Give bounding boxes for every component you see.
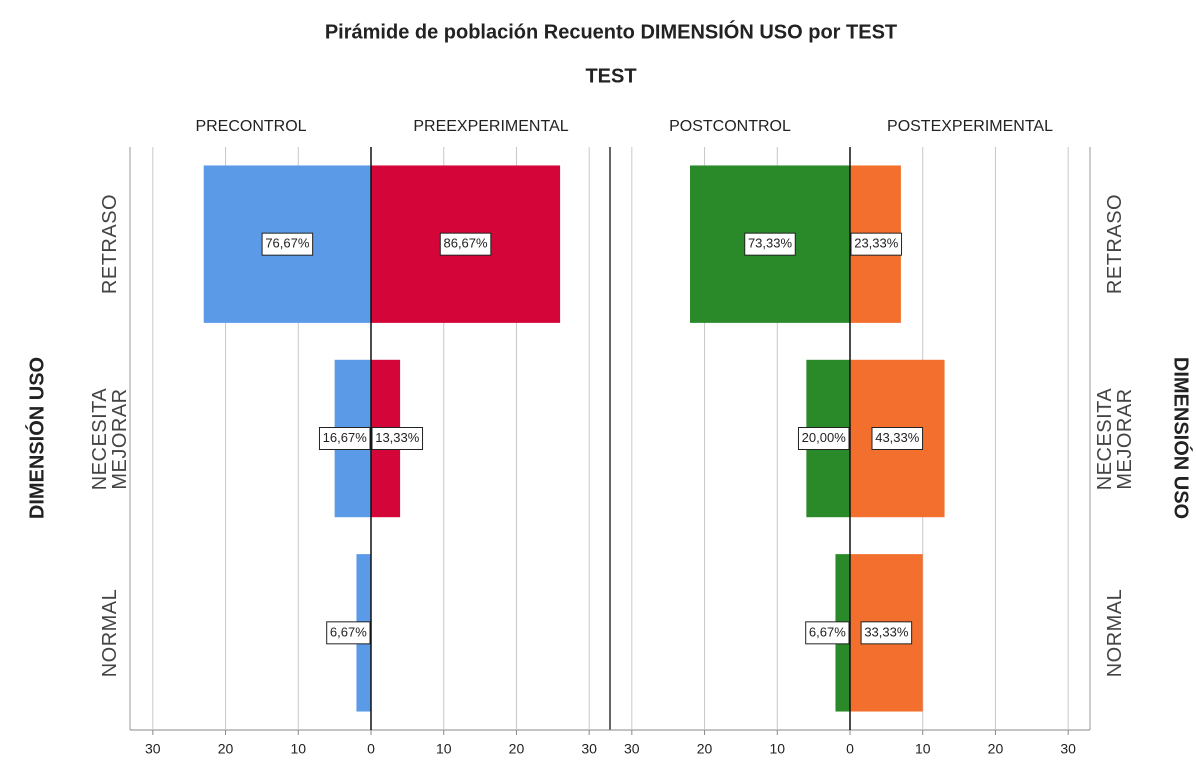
x-tick-label: 10	[436, 741, 452, 757]
category-label-right: NECESITA MEJORAR	[1094, 387, 1136, 490]
x-tick-label: 0	[846, 741, 854, 757]
category-label-right: RETRASO	[1104, 194, 1126, 295]
data-label-box	[860, 621, 913, 645]
data-label: 23,33%	[854, 236, 899, 251]
x-tick-label: 30	[1060, 741, 1076, 757]
series-name: PRECONTROL	[195, 118, 306, 135]
data-label-box	[871, 427, 924, 450]
data-label-box	[744, 232, 796, 256]
x-tick-label: 30	[145, 741, 161, 757]
series-name: PREEXPERIMENTAL	[413, 118, 568, 135]
x-tick-label: 10	[769, 741, 785, 757]
data-label-box	[850, 232, 903, 256]
data-label: 13,33%	[375, 430, 420, 445]
x-tick-label: 30	[624, 741, 640, 757]
category-label: NECESITA MEJORAR	[89, 387, 131, 490]
data-label-box	[371, 427, 424, 450]
chart-subtitle: TEST	[585, 65, 636, 87]
series-name: POSTCONTROL	[669, 118, 791, 135]
data-label-box	[439, 232, 492, 256]
data-label: 73,33%	[748, 236, 793, 251]
chart-title: Pirámide de población Recuento DIMENSIÓN…	[325, 19, 897, 43]
data-label-box	[326, 621, 371, 645]
data-label-box	[797, 427, 850, 450]
data-label: 86,67%	[443, 236, 488, 251]
x-tick-label: 20	[988, 741, 1004, 757]
x-tick-label: 10	[290, 741, 306, 757]
y-axis-label-right: DIMENSIÓN USO	[1170, 357, 1194, 519]
category-label: NORMAL	[99, 588, 121, 678]
data-label-box	[805, 621, 850, 645]
category-label-right: NORMAL	[1104, 588, 1126, 678]
data-label: 6,67%	[809, 624, 846, 639]
data-label: 20,00%	[802, 430, 847, 445]
category-label: RETRASO	[99, 194, 121, 295]
y-axis-label: DIMENSIÓN USO	[24, 357, 48, 519]
data-label: 6,67%	[330, 624, 367, 639]
x-tick-label: 10	[915, 741, 931, 757]
data-label: 33,33%	[864, 624, 909, 639]
data-label-box	[318, 427, 371, 450]
x-tick-label: 20	[218, 741, 234, 757]
series-name: POSTEXPERIMENTAL	[887, 118, 1053, 135]
data-label: 16,67%	[323, 430, 368, 445]
data-label: 76,67%	[265, 236, 310, 251]
x-tick-label: 30	[581, 741, 597, 757]
data-label: 43,33%	[875, 430, 920, 445]
x-tick-label: 20	[509, 741, 525, 757]
x-tick-label: 0	[367, 741, 375, 757]
x-tick-label: 20	[697, 741, 713, 757]
data-label-box	[261, 232, 314, 256]
